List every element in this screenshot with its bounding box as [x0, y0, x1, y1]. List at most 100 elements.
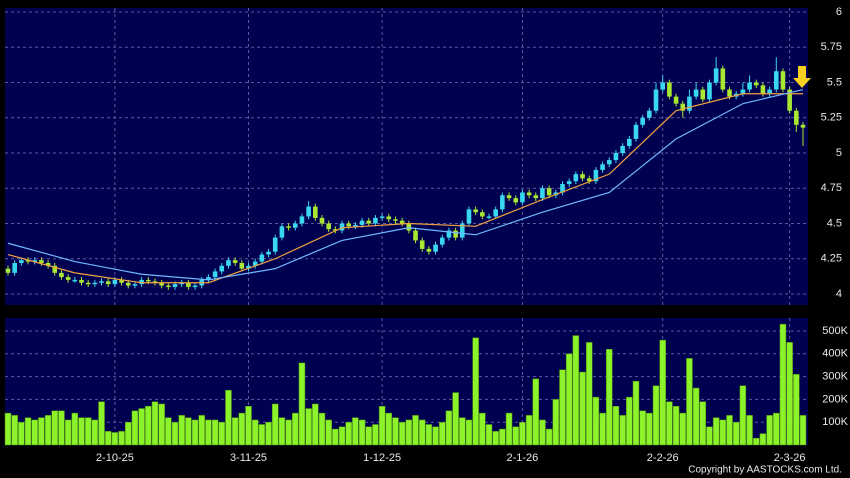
candle-body [566, 181, 572, 185]
candle-body [680, 103, 686, 111]
volume-bar [532, 378, 540, 446]
candle-body [700, 89, 706, 100]
candle-body [125, 282, 131, 286]
volume-bar [452, 392, 459, 446]
candle-body [5, 268, 11, 273]
volume-bar [779, 323, 787, 446]
y2-tick-label: 500K [822, 325, 848, 337]
candle-body [333, 229, 338, 231]
volume-bar [445, 410, 453, 446]
volume-bar [472, 337, 479, 446]
candle-body [259, 254, 265, 262]
volume-bar [505, 412, 513, 446]
candle-body [526, 192, 532, 196]
candle-body [446, 230, 452, 238]
volume-bar [218, 421, 226, 446]
y2-tick-label: 100K [822, 416, 848, 428]
volume-bar [312, 403, 319, 446]
volume-bar [251, 419, 259, 446]
candle-body [326, 223, 331, 230]
volume-bar [104, 431, 112, 446]
candle-body [172, 284, 178, 287]
candle-body [419, 240, 425, 249]
candle-body [346, 223, 352, 227]
volume-bar [565, 353, 573, 446]
volume-bar [759, 433, 767, 446]
volume-bar [659, 339, 666, 446]
candle-body [212, 271, 218, 278]
volume-bar [432, 426, 439, 446]
volume-bar [712, 417, 720, 446]
volume-bar [305, 408, 312, 446]
volume-bar [485, 424, 493, 446]
volume-bar [158, 403, 165, 446]
candle-body [693, 89, 699, 97]
candle-body [727, 89, 732, 97]
candle-body [606, 160, 612, 165]
candle-body [39, 260, 44, 263]
candle-body [339, 223, 345, 231]
candle-body [45, 262, 51, 266]
candle-body [459, 223, 465, 238]
candle-body [773, 71, 779, 90]
candle-body [132, 284, 138, 286]
candle-body [593, 169, 599, 182]
candle-body [25, 260, 31, 262]
volume-bar [612, 405, 620, 446]
volume-bar [465, 419, 473, 446]
candle-body [426, 248, 432, 252]
candle-body [520, 192, 525, 203]
candle-body [179, 282, 184, 285]
volume-bar [519, 421, 526, 446]
candle-body [560, 184, 565, 193]
volume-bar [606, 348, 613, 446]
volume-bar [585, 342, 593, 446]
candle-body [506, 195, 512, 199]
volume-bar [231, 417, 239, 446]
candle-body [72, 279, 78, 282]
volume-bar [385, 412, 393, 446]
volume-bar [752, 437, 760, 446]
volume-bar [125, 421, 132, 446]
volume-bar [18, 421, 25, 446]
candle-body [353, 224, 358, 227]
volume-bar [666, 401, 673, 446]
candle-body [573, 174, 579, 182]
candle-body [586, 178, 592, 182]
x-tick-label: 2-10-25 [96, 452, 134, 464]
volume-bar [205, 419, 212, 446]
volume-bar [719, 419, 727, 446]
volume-bar [746, 415, 753, 446]
candle-body [540, 188, 545, 199]
volume-bar [58, 410, 65, 446]
candle-body [473, 209, 478, 213]
price-panel [5, 8, 808, 305]
candle-body [720, 68, 726, 90]
candle-body [600, 164, 605, 170]
candle-body [366, 220, 372, 224]
candle-body [65, 277, 71, 280]
candle-body [486, 216, 492, 218]
volume-bar [332, 428, 339, 446]
volume-bar [225, 390, 232, 446]
candle-body [439, 237, 445, 245]
candle-body [152, 281, 158, 283]
volume-bar [325, 419, 332, 446]
volume-bar [378, 405, 386, 446]
volume-bar [418, 419, 426, 446]
candle-body [453, 230, 458, 238]
y-tick-label: 5.5 [827, 76, 842, 88]
candle-body [760, 85, 766, 94]
volume-bar [799, 415, 807, 446]
candle-body [513, 198, 519, 203]
volume-bar [619, 415, 626, 446]
candle-body [92, 282, 98, 285]
volume-bar [699, 401, 707, 446]
candle-body [19, 260, 24, 263]
candle-body [687, 96, 692, 111]
moving-average [7, 93, 803, 284]
candle-body [613, 153, 619, 161]
candle-body [707, 82, 712, 100]
volume-bar [145, 405, 152, 446]
